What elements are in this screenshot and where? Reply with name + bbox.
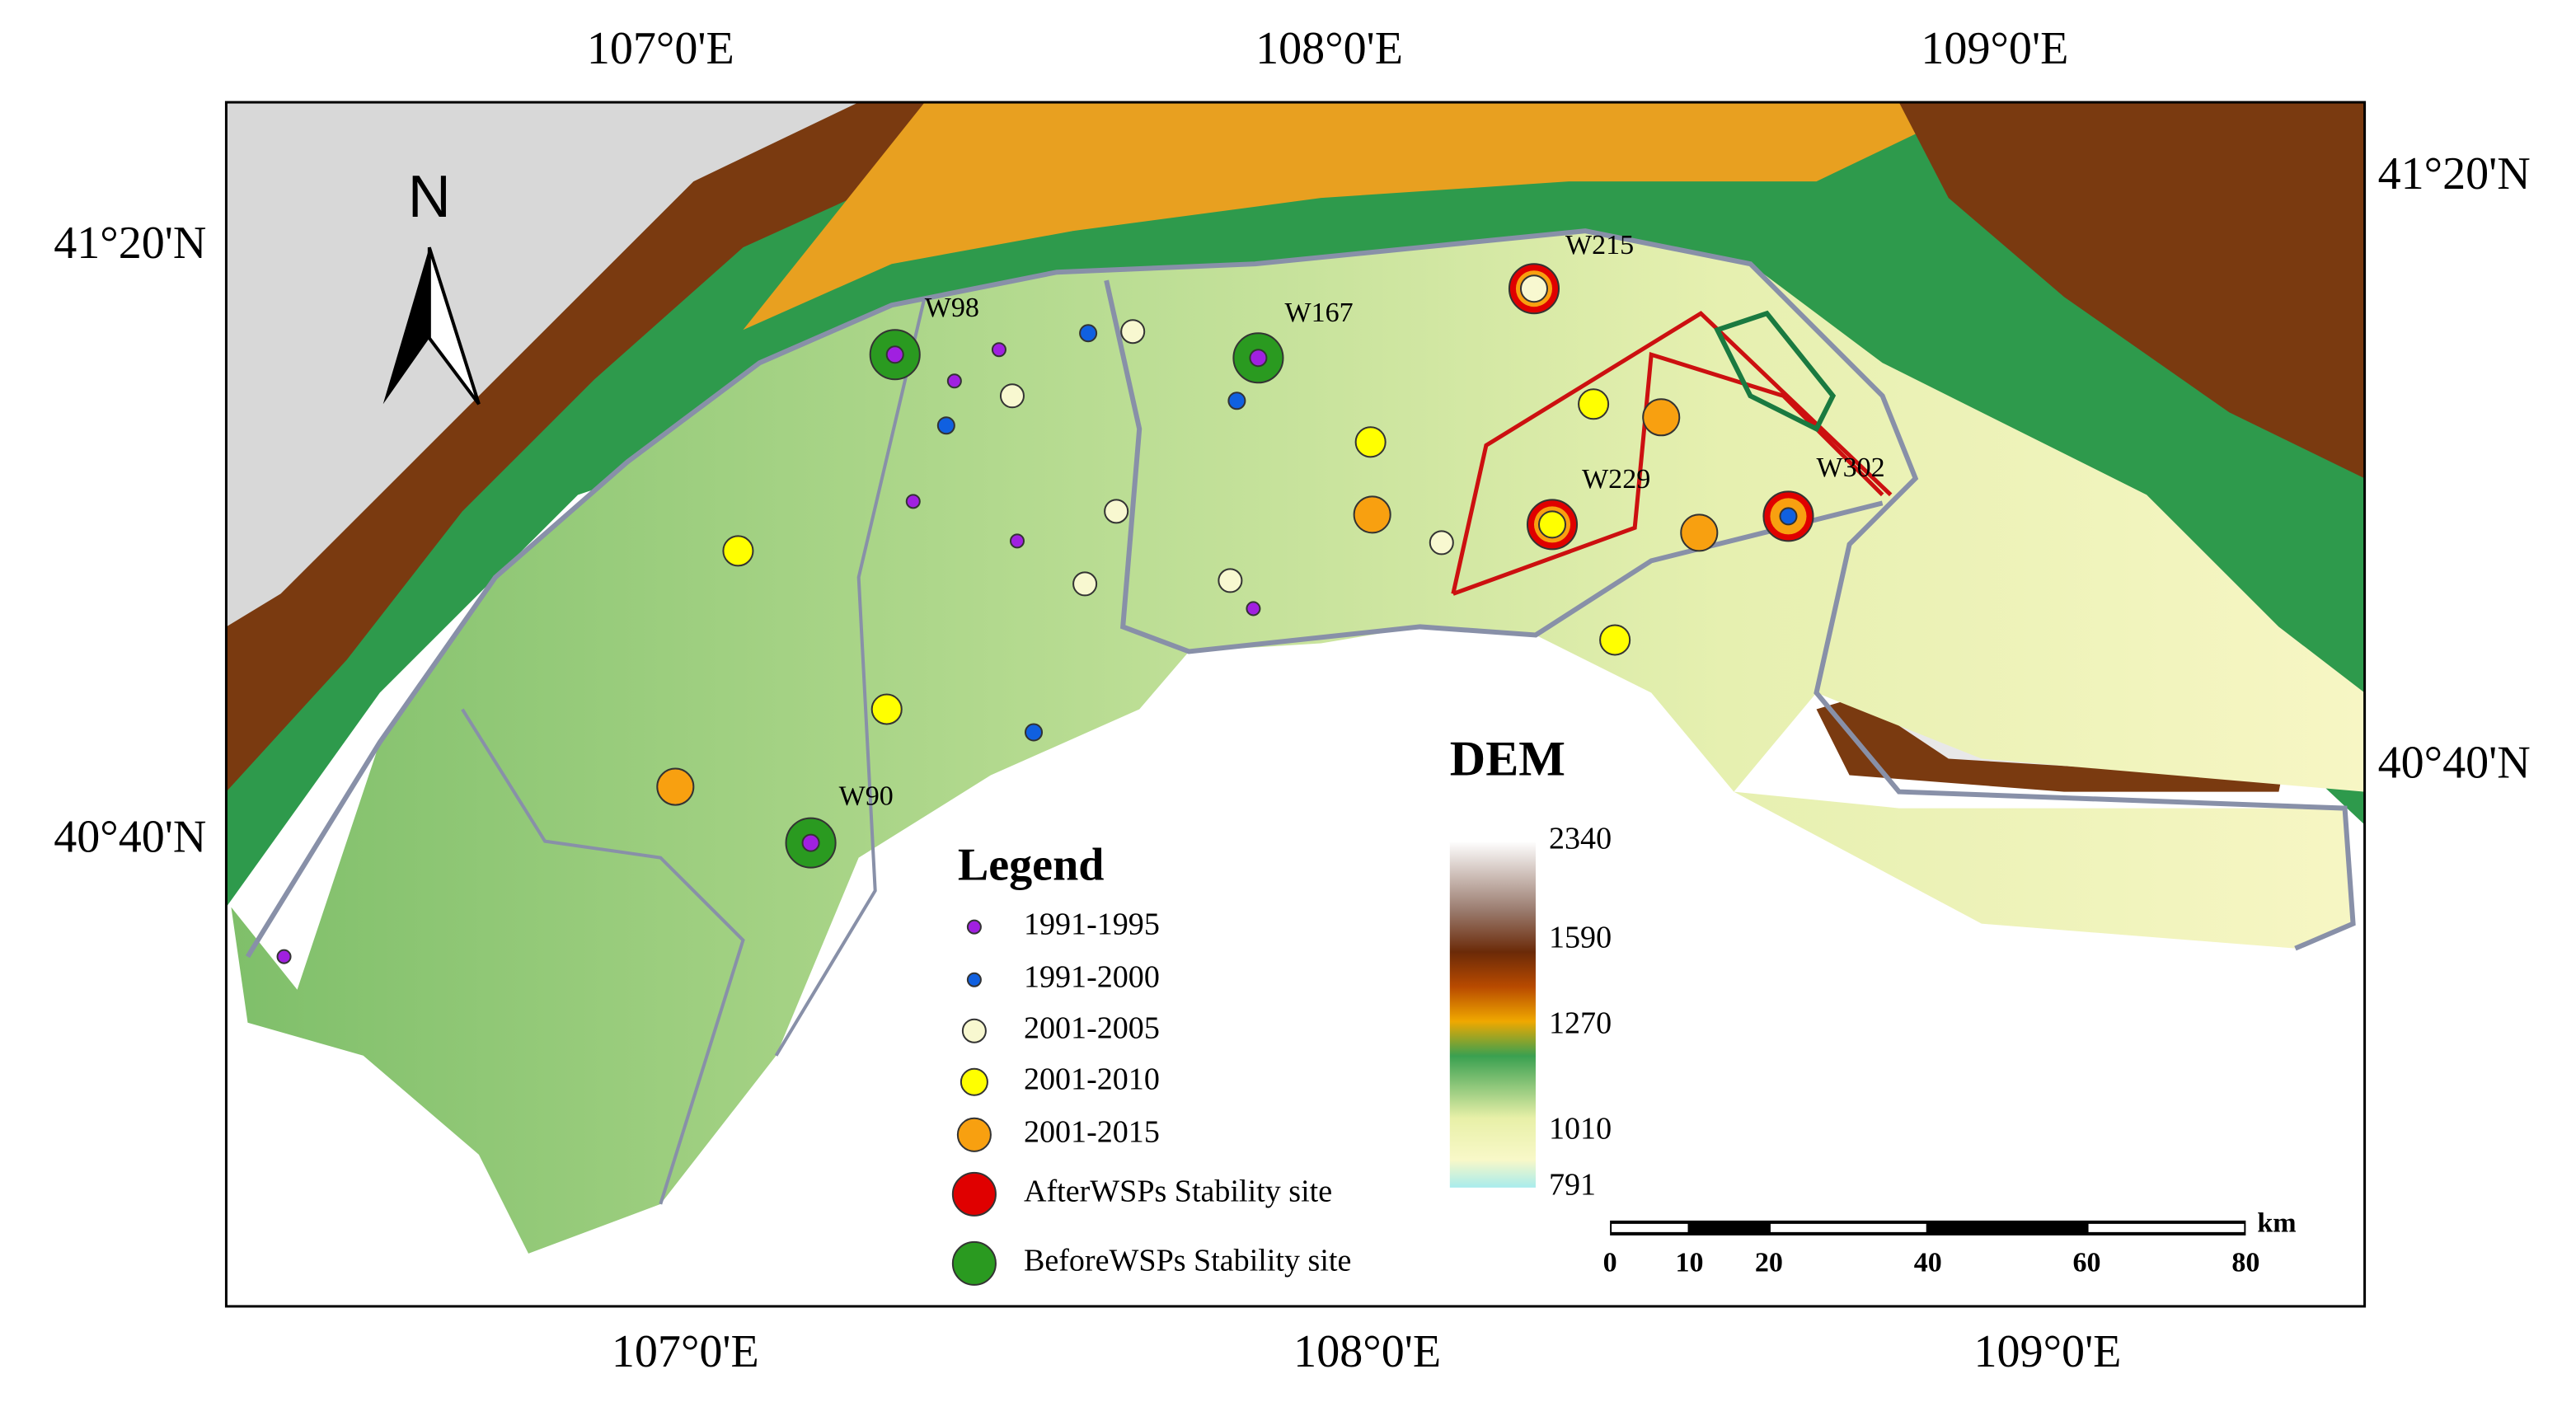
- lat-label: 40°40'N: [2378, 737, 2531, 788]
- north-label: N: [408, 164, 451, 230]
- lon-label: 107°0'E: [612, 1326, 759, 1377]
- site: [1353, 495, 1391, 534]
- site: [905, 494, 921, 509]
- legend-label: BeforeWSPs Stability site: [1024, 1244, 1351, 1278]
- site: [1519, 274, 1549, 303]
- terrain: [224, 101, 2367, 1308]
- scale-segment: [1770, 1223, 1926, 1232]
- site: [1120, 319, 1146, 345]
- lon-label: 109°0'E: [1921, 23, 2068, 74]
- site: [1009, 533, 1025, 549]
- lon-label: 107°0'E: [587, 23, 734, 74]
- site-label: W98: [925, 293, 979, 323]
- site: [801, 833, 820, 852]
- scale-tick-label: 20: [1755, 1248, 1783, 1278]
- lon-label: 109°0'E: [1974, 1326, 2122, 1377]
- site: [1249, 349, 1268, 368]
- north-arrow: N: [382, 164, 481, 406]
- site: [1072, 571, 1098, 597]
- overlay: 107°0'E 107°0'E 108°0'E 108°0'E 109°0'E 109°0…: [54, 23, 2531, 1377]
- site: [1024, 723, 1044, 742]
- site: [1354, 426, 1387, 458]
- scale-tick-label: 40: [1914, 1248, 1942, 1278]
- site-label: W229: [1582, 464, 1650, 495]
- site: [1079, 324, 1098, 343]
- scale-unit: km: [2257, 1208, 2296, 1239]
- site-label: W90: [839, 781, 894, 811]
- site-label: W167: [1284, 298, 1353, 328]
- site: [1578, 388, 1610, 420]
- legend-marker: [966, 919, 982, 935]
- dem-tick-label: 1010: [1549, 1112, 1612, 1146]
- dem-title: DEM: [1450, 730, 1565, 785]
- site: [722, 535, 754, 567]
- legend-marker: [966, 972, 982, 987]
- legend-marker: [960, 1067, 988, 1096]
- site: [1779, 507, 1798, 526]
- site: [1218, 568, 1243, 593]
- legend-marker: [951, 1171, 997, 1217]
- scale-segment: [2088, 1223, 2245, 1232]
- scale-tick-label: 10: [1676, 1248, 1704, 1278]
- site: [1227, 392, 1246, 410]
- site: [1680, 513, 1719, 552]
- site: [656, 767, 695, 806]
- site: [1599, 624, 1631, 656]
- legend-label: 2001-2005: [1024, 1010, 1160, 1045]
- dem-tick-label: 2340: [1549, 821, 1612, 856]
- site: [946, 373, 962, 389]
- site: [1429, 530, 1454, 556]
- legend-label: 2001-2010: [1024, 1062, 1160, 1097]
- legend-marker: [961, 1018, 987, 1043]
- lat-label: 40°40'N: [54, 811, 206, 862]
- site: [1537, 510, 1567, 539]
- lat-label: 41°20'N: [54, 218, 206, 269]
- legend-label: 1991-1995: [1024, 907, 1160, 941]
- site: [991, 342, 1006, 358]
- lat-label: 41°20'N: [2378, 148, 2531, 199]
- dem-colorbar: [1449, 841, 1536, 1188]
- site-label: W215: [1565, 230, 1634, 260]
- site: [1642, 398, 1681, 437]
- site: [1246, 601, 1261, 617]
- legend-label: 2001-2015: [1024, 1115, 1160, 1150]
- site: [1104, 499, 1129, 524]
- legend-label: 1991-2000: [1024, 959, 1160, 994]
- lon-label: 108°0'E: [1293, 1326, 1441, 1377]
- site-label: W302: [1817, 452, 1885, 483]
- site: [276, 949, 292, 964]
- legend-label: AfterWSPs Stability site: [1024, 1175, 1332, 1209]
- site: [870, 693, 903, 725]
- dem-tick-label: 1270: [1549, 1006, 1612, 1040]
- dem-tick-label: 791: [1549, 1168, 1596, 1203]
- site: [999, 383, 1025, 409]
- dem-tick-label: 1590: [1549, 920, 1612, 954]
- legend-title: Legend: [958, 839, 1105, 890]
- lon-label: 108°0'E: [1255, 23, 1403, 74]
- scale-tick-label: 60: [2073, 1248, 2101, 1278]
- scale-bar: [1610, 1220, 2246, 1236]
- site: [885, 345, 904, 364]
- site: [936, 416, 955, 435]
- scale-tick-label: 0: [1603, 1248, 1617, 1278]
- scale-tick-label: 80: [2231, 1248, 2259, 1278]
- legend-marker: [951, 1240, 997, 1286]
- scale-segment: [1612, 1223, 1688, 1232]
- legend-marker: [956, 1117, 992, 1152]
